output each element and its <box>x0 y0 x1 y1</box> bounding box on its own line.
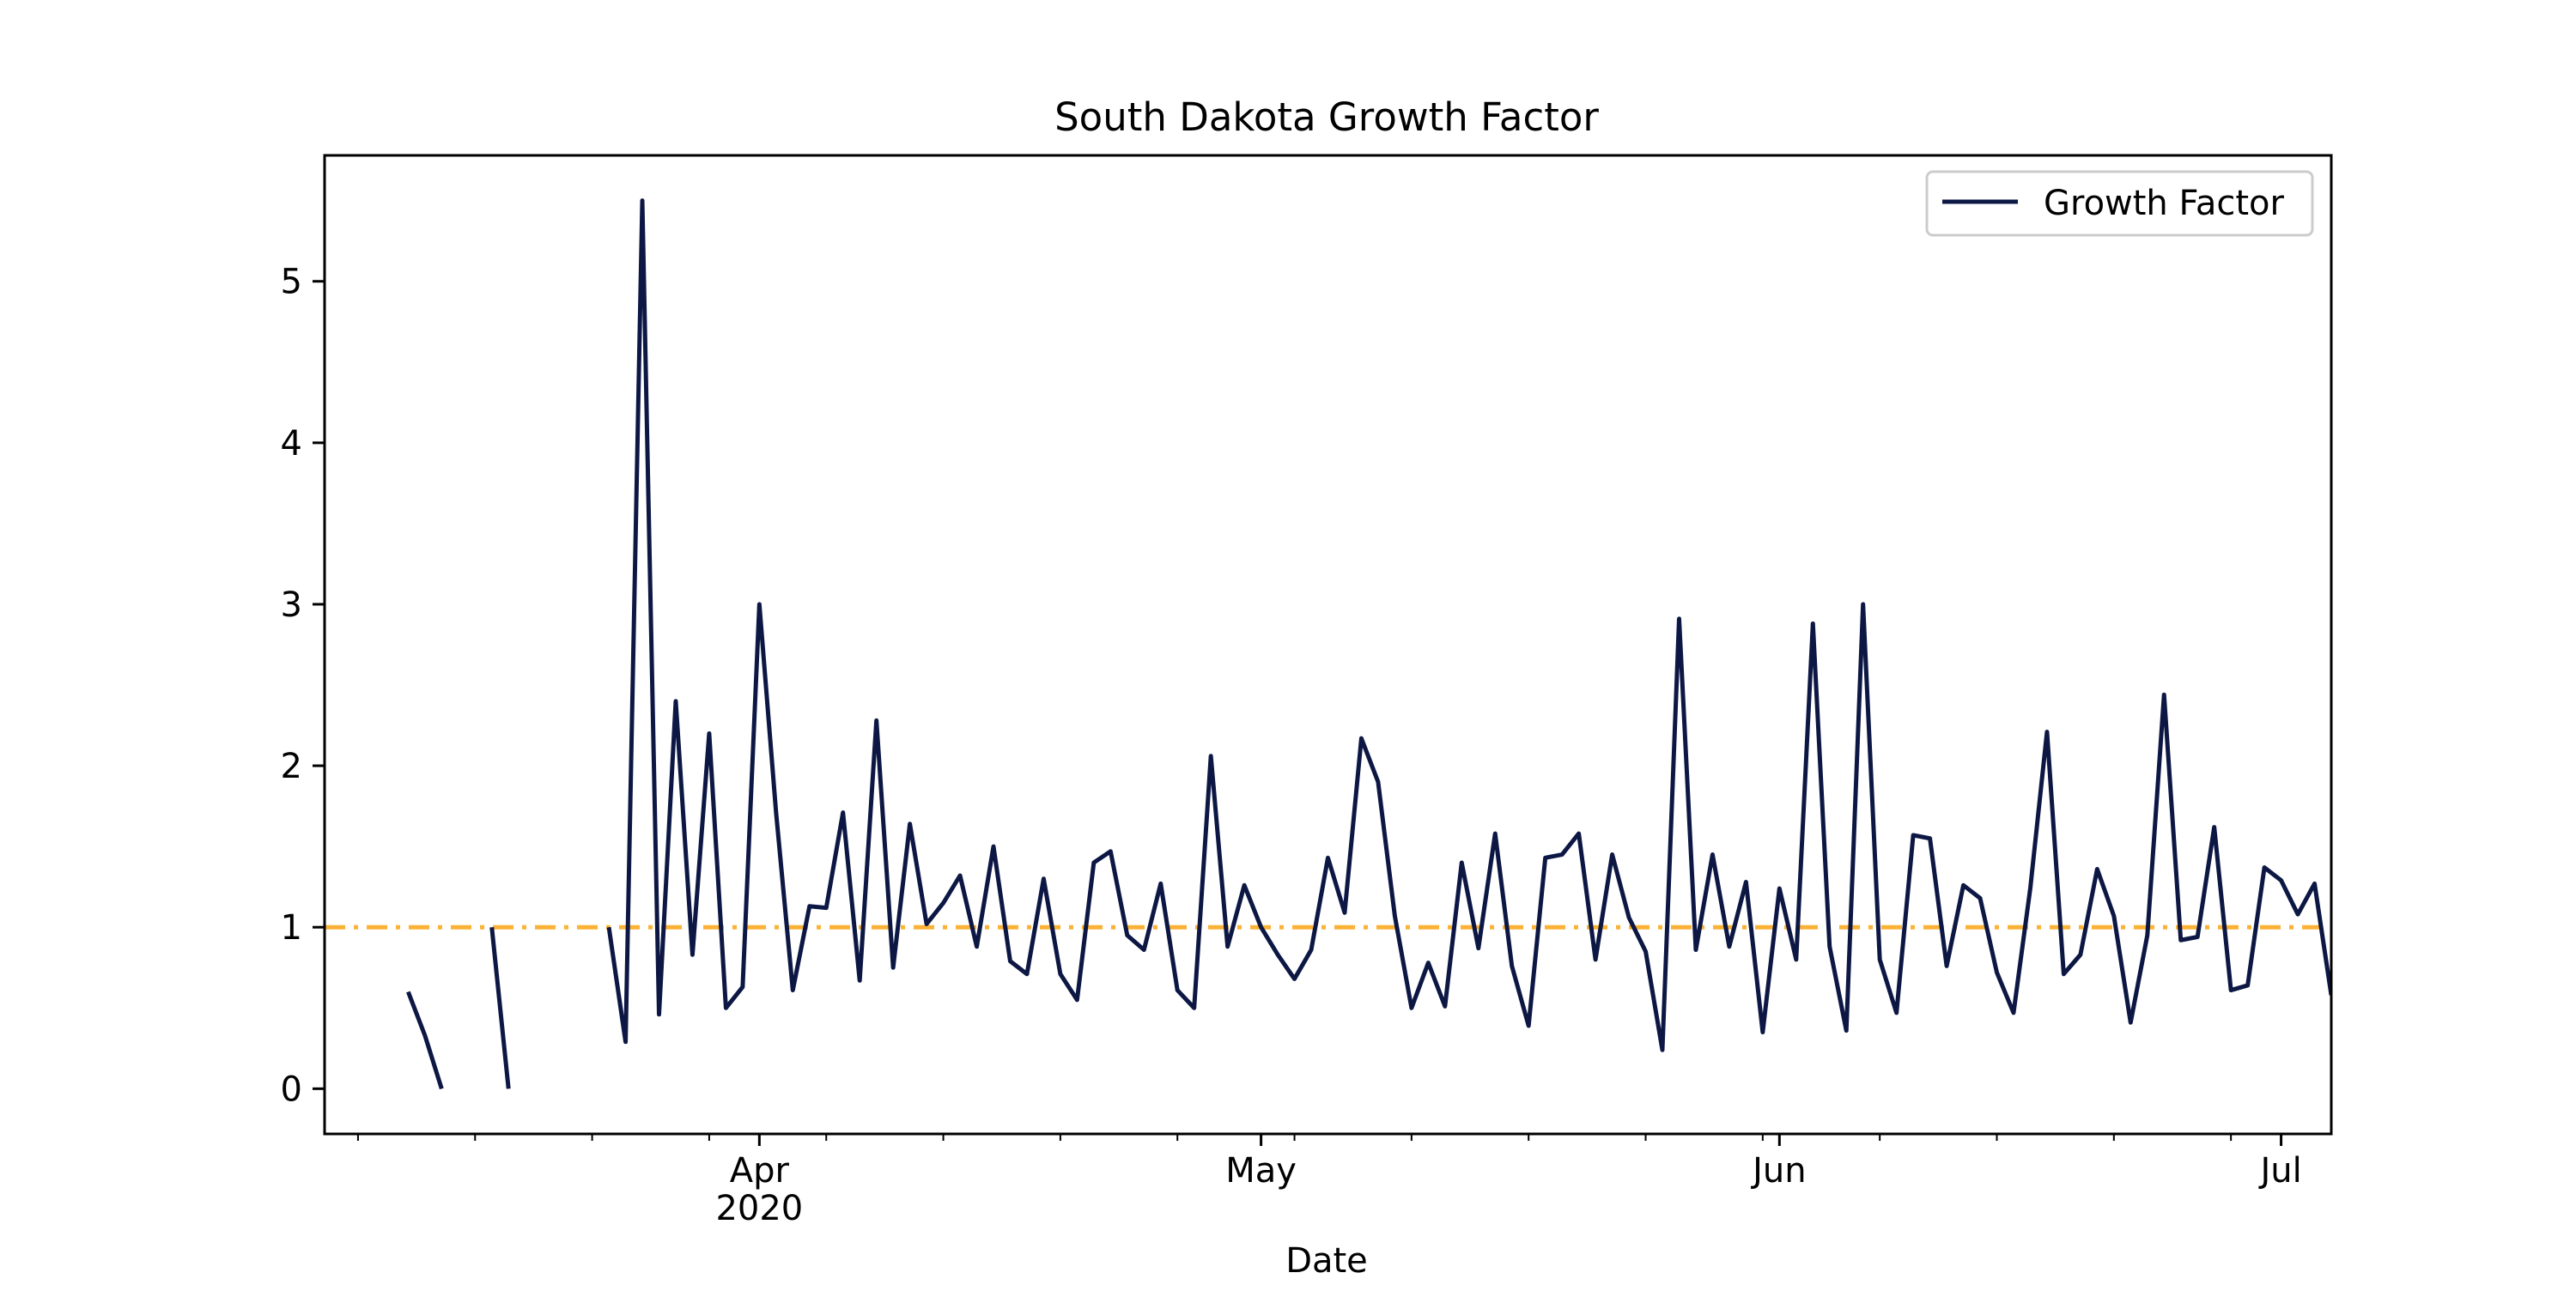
y-tick-label-5: 5 <box>281 263 302 302</box>
x-tick-label: Jun <box>1750 1151 1807 1191</box>
y-axis: 0 1 2 3 4 5 <box>281 263 325 1109</box>
series-line-segment-0 <box>406 991 444 1090</box>
x-tick-label: 2020 <box>715 1189 803 1228</box>
chart-title: South Dakota Growth Factor <box>1054 94 1599 140</box>
series-growth-factor <box>406 198 2331 1090</box>
legend-label-growth-factor: Growth Factor <box>2044 184 2284 223</box>
y-tick-label-2: 2 <box>281 747 302 786</box>
y-tick-label-1: 1 <box>281 908 302 948</box>
plot-area <box>323 154 2333 1136</box>
legend-box <box>1925 170 2314 237</box>
series-line-segment-1 <box>489 926 511 1089</box>
plot-frame <box>323 154 2333 1136</box>
x-tick-label: May <box>1225 1151 1297 1191</box>
y-tick-label-0: 0 <box>281 1070 302 1109</box>
series-line-segment-2 <box>606 198 2331 1052</box>
legend: Growth Factor <box>1925 170 2314 237</box>
x-tick-label: Apr <box>730 1151 790 1191</box>
x-tick-label: Jul <box>2257 1151 2301 1191</box>
y-tick-label-4: 4 <box>281 424 302 464</box>
y-tick-label-3: 3 <box>281 585 302 625</box>
x-axis-label: Date <box>1285 1241 1368 1281</box>
